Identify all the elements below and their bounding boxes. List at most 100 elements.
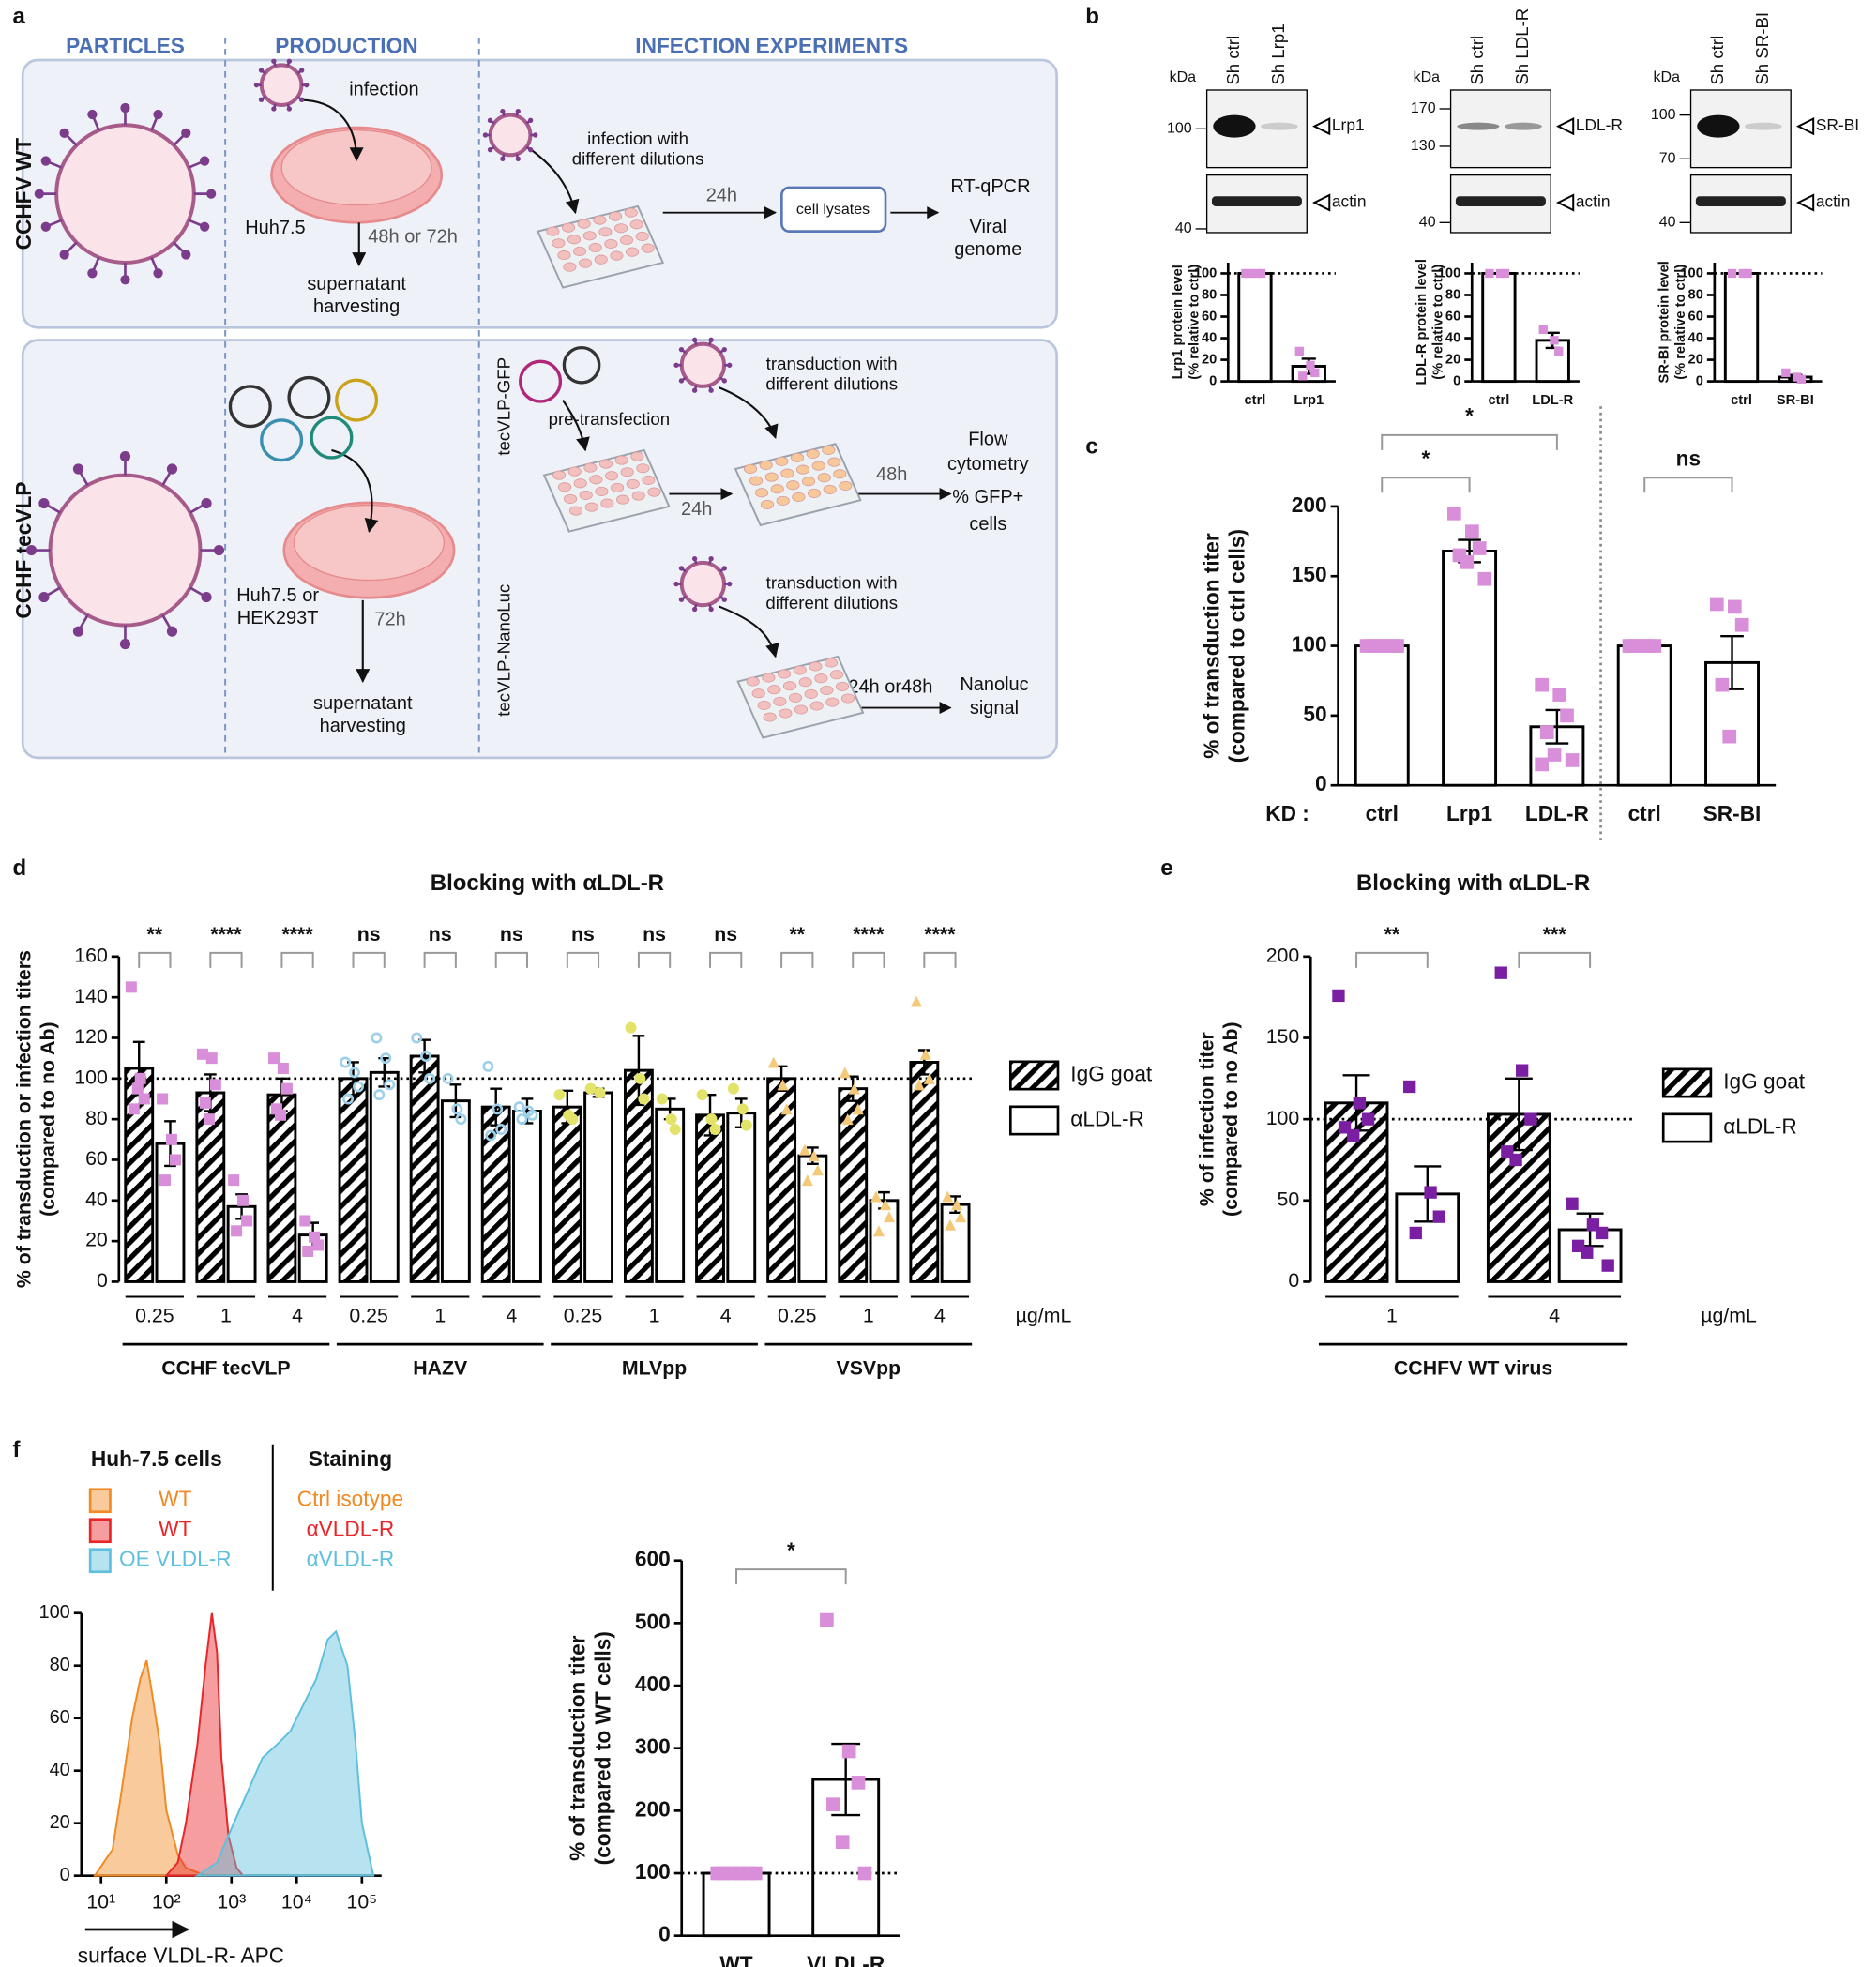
well xyxy=(779,708,793,719)
virus xyxy=(54,123,196,265)
data-point xyxy=(1361,1112,1375,1126)
well xyxy=(598,227,613,237)
x-tick-label: 4 xyxy=(292,1304,303,1326)
well xyxy=(835,681,850,691)
bar xyxy=(940,1203,971,1283)
well xyxy=(823,484,837,494)
diagram-text: Flow xyxy=(968,430,1008,450)
significance-label: ** xyxy=(789,923,805,946)
x-tick-label: 4 xyxy=(720,1304,732,1326)
x-tick-label: Lrp1 xyxy=(1294,393,1324,408)
data-point xyxy=(280,1082,293,1095)
y-tick-label: 100 xyxy=(1680,265,1702,280)
spike xyxy=(487,117,493,123)
well xyxy=(782,681,797,691)
well xyxy=(788,692,803,703)
significance-label: * xyxy=(1465,403,1474,428)
significance-label: **** xyxy=(281,923,313,946)
spike xyxy=(38,591,50,603)
spike xyxy=(533,132,538,138)
well xyxy=(763,712,777,722)
band-label: Lrp1 xyxy=(1332,115,1365,134)
well xyxy=(754,488,769,498)
y-tick-label: 300 xyxy=(635,1734,671,1759)
data-point xyxy=(1581,1246,1594,1259)
x-tick-label: LDL-R xyxy=(1525,801,1589,825)
data-point xyxy=(455,1113,467,1126)
data-point xyxy=(839,1067,851,1079)
data-point xyxy=(1539,725,1554,740)
well xyxy=(806,448,820,459)
group-label: CCHF tecVLP xyxy=(161,1356,290,1379)
spike xyxy=(205,189,217,199)
diagram-text: pre-transfection xyxy=(549,409,671,429)
data-point xyxy=(270,1103,282,1115)
spike xyxy=(515,108,521,114)
well xyxy=(807,488,822,498)
data-point xyxy=(696,1089,708,1101)
data-point xyxy=(380,1052,392,1065)
data-point xyxy=(709,1123,721,1135)
y-tick-label: 100 xyxy=(1438,265,1460,280)
spike xyxy=(153,268,163,279)
data-point xyxy=(820,1612,834,1627)
bar xyxy=(1237,272,1273,384)
bar xyxy=(655,1107,686,1283)
diagram-text: 72h xyxy=(374,610,405,630)
chart-title: Blocking with αLDL-R xyxy=(431,870,664,896)
spike xyxy=(691,555,698,562)
x-tick-label: 1 xyxy=(863,1304,874,1326)
data-point xyxy=(1306,360,1315,370)
spike xyxy=(72,463,84,475)
marker-label: 70 xyxy=(1659,151,1676,167)
spike xyxy=(34,189,44,199)
legend-swatch xyxy=(1008,1105,1060,1136)
y-tick-label: 20 xyxy=(85,1229,108,1251)
plasmid xyxy=(228,385,272,429)
y-axis-label: (compared to no Ab) xyxy=(1219,1021,1242,1217)
x-tick-label: ctrl xyxy=(1245,393,1266,408)
diagram-text: infection xyxy=(349,79,418,99)
band xyxy=(1504,122,1542,130)
bar xyxy=(1616,644,1672,787)
data-point xyxy=(237,1194,250,1206)
data-point xyxy=(594,1086,606,1098)
data-point xyxy=(424,1072,436,1084)
well xyxy=(615,494,630,505)
histogram xyxy=(164,1612,246,1877)
y-axis-label: % of transduction titer xyxy=(1199,533,1223,759)
diagram-text: % GFP+ xyxy=(952,487,1023,507)
bar xyxy=(797,1154,828,1283)
bar xyxy=(1481,272,1517,384)
data-point xyxy=(373,1089,386,1101)
significance-bracket xyxy=(494,951,528,968)
significance-label: *** xyxy=(1543,923,1567,946)
data-point xyxy=(1515,1064,1529,1077)
well xyxy=(840,693,855,704)
marker-label: 130 xyxy=(1411,138,1436,154)
band xyxy=(1213,114,1256,138)
bar xyxy=(369,1070,400,1283)
spike xyxy=(721,597,727,602)
marker-label: 40 xyxy=(1659,215,1676,231)
lane-label: Sh ctrl xyxy=(1467,36,1487,85)
x-tick-label: 0.25 xyxy=(349,1304,387,1326)
x-tick-label: 4 xyxy=(934,1304,946,1326)
well xyxy=(613,223,628,234)
plasmid xyxy=(519,359,563,403)
panel-label: b xyxy=(1085,4,1099,29)
well xyxy=(583,462,598,473)
spike xyxy=(38,497,50,509)
well xyxy=(614,455,628,465)
data-point xyxy=(1472,541,1487,555)
diagram-text: genome xyxy=(954,239,1021,260)
data-point xyxy=(1353,1097,1367,1110)
y-tick-label: 200 xyxy=(1292,492,1327,517)
data-point xyxy=(159,1174,171,1187)
bar xyxy=(1354,644,1410,787)
data-point xyxy=(726,1866,740,1881)
significance-bracket xyxy=(780,951,814,968)
data-point xyxy=(1538,325,1548,335)
virus xyxy=(259,63,304,107)
data-point xyxy=(169,1154,181,1166)
